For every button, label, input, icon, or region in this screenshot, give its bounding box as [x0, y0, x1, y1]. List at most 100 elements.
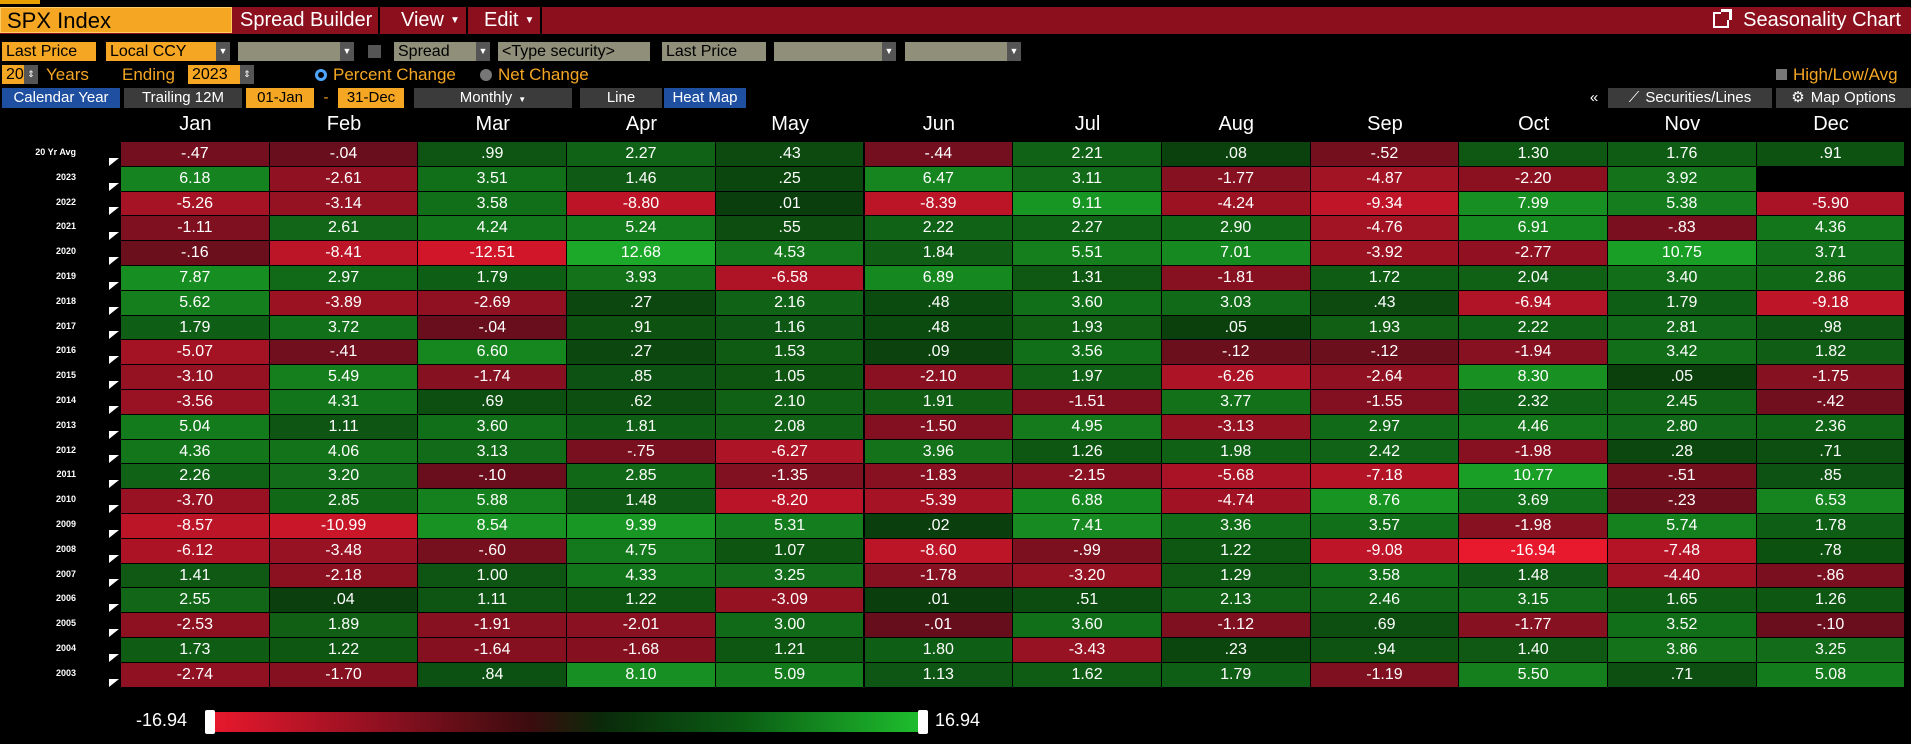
heat-map-cell[interactable]: -4.74: [1161, 489, 1311, 514]
heat-map-cell[interactable]: 1.79: [1608, 290, 1757, 316]
heat-map-cell[interactable]: .71: [1756, 439, 1906, 465]
heat-map-cell[interactable]: -.41: [269, 340, 419, 366]
field1-select[interactable]: Last Price: [2, 42, 96, 61]
heat-map-cell[interactable]: 1.79: [1161, 662, 1311, 688]
heat-map-cell[interactable]: .43: [715, 142, 865, 167]
frequency-select[interactable]: Monthly ▼: [414, 88, 572, 108]
heat-map-cell[interactable]: 2.08: [715, 414, 865, 440]
tab-calendar-year[interactable]: Calendar Year: [2, 88, 120, 108]
heat-map-cell[interactable]: 1.31: [1013, 266, 1162, 291]
heat-map-cell[interactable]: -3.92: [1310, 241, 1460, 266]
heat-map-cell[interactable]: -1.77: [1459, 613, 1608, 638]
heat-map-cell[interactable]: 3.69: [1459, 489, 1608, 514]
heat-map-cell[interactable]: 2.16: [715, 290, 865, 316]
heat-map-cell[interactable]: .04: [269, 588, 419, 614]
heat-map-cell[interactable]: -3.10: [121, 365, 270, 390]
spread-builder-menu[interactable]: Spread Builder: [234, 7, 381, 34]
heat-map-cell[interactable]: .78: [1756, 538, 1906, 564]
heat-map-cell[interactable]: -2.64: [1310, 365, 1460, 390]
heat-map-cell[interactable]: -.86: [1756, 563, 1906, 589]
heat-map-cell[interactable]: 1.53: [715, 340, 865, 366]
heat-map-cell[interactable]: -1.81: [1161, 266, 1311, 291]
heat-map-cell[interactable]: 3.58: [418, 191, 568, 217]
heat-map-cell[interactable]: -1.77: [1161, 166, 1311, 192]
heat-map-cell[interactable]: -2.15: [1013, 464, 1162, 490]
heat-map-cell[interactable]: -9.18: [1756, 290, 1906, 316]
heat-map-cell[interactable]: -2.69: [418, 290, 568, 316]
heat-map-cell[interactable]: 8.76: [1310, 489, 1460, 514]
heat-map-cell[interactable]: 3.96: [864, 439, 1014, 465]
heat-map-cell[interactable]: 1.98: [1161, 439, 1311, 465]
heat-map-cell[interactable]: 1.22: [567, 588, 716, 614]
heat-map-cell[interactable]: 1.41: [121, 563, 270, 589]
heat-map-cell[interactable]: 1.40: [1459, 638, 1608, 663]
heat-map-cell[interactable]: 1.93: [1013, 315, 1162, 341]
heat-map-cell[interactable]: 2.42: [1310, 439, 1460, 465]
tab-heat-map[interactable]: Heat Map: [664, 88, 746, 108]
heat-map-cell[interactable]: -3.56: [121, 390, 270, 415]
heat-map-cell[interactable]: .71: [1608, 662, 1757, 688]
heat-map-cell[interactable]: -.60: [418, 538, 568, 564]
heat-map-cell[interactable]: 2.22: [864, 216, 1014, 242]
heat-map-cell[interactable]: -6.58: [715, 266, 865, 291]
heat-map-cell[interactable]: 5.04: [121, 414, 270, 440]
heat-map-cell[interactable]: 3.03: [1161, 290, 1311, 316]
heat-map-cell[interactable]: 3.60: [418, 414, 568, 440]
heat-map-cell[interactable]: -3.09: [715, 588, 865, 614]
heat-map-cell[interactable]: 4.24: [418, 216, 568, 242]
tab-line[interactable]: Line: [580, 88, 662, 108]
heat-map-cell[interactable]: 4.36: [1756, 216, 1906, 242]
heat-map-cell[interactable]: -.83: [1608, 216, 1757, 242]
heat-map-cell[interactable]: -.12: [1161, 340, 1311, 366]
heat-map-cell[interactable]: 2.80: [1608, 414, 1757, 440]
heat-map-cell[interactable]: -5.07: [121, 340, 270, 366]
heat-map-cell[interactable]: -6.26: [1161, 365, 1311, 390]
heat-map-cell[interactable]: 2.32: [1459, 390, 1608, 415]
heat-map-cell[interactable]: .85: [1756, 464, 1906, 490]
heat-map-cell[interactable]: -1.83: [864, 464, 1014, 490]
heat-map-cell[interactable]: 1.48: [1459, 563, 1608, 589]
heat-map-cell[interactable]: 5.38: [1608, 191, 1757, 217]
heat-map-cell[interactable]: 4.95: [1013, 414, 1162, 440]
heat-map-cell[interactable]: 3.71: [1756, 241, 1906, 266]
heat-map-cell[interactable]: 3.60: [1013, 290, 1162, 316]
heat-map-cell[interactable]: 1.30: [1459, 142, 1608, 167]
heat-map-cell[interactable]: -9.08: [1310, 538, 1460, 564]
heat-map-cell[interactable]: -1.50: [864, 414, 1014, 440]
heat-map-cell[interactable]: 2.81: [1608, 315, 1757, 341]
heat-map-cell[interactable]: 5.09: [715, 662, 865, 688]
heat-map-cell[interactable]: 5.49: [269, 365, 419, 390]
heat-map-cell[interactable]: -5.68: [1161, 464, 1311, 490]
heat-map-cell[interactable]: -4.40: [1608, 563, 1757, 589]
heat-map-cell[interactable]: -8.60: [864, 538, 1014, 564]
heat-map-cell[interactable]: .27: [567, 340, 716, 366]
heat-map-cell[interactable]: 1.22: [1161, 538, 1311, 564]
heat-map-cell[interactable]: 3.92: [1608, 166, 1757, 192]
heat-map-cell[interactable]: -6.94: [1459, 290, 1608, 316]
heat-map-cell[interactable]: 2.10: [715, 390, 865, 415]
high-low-avg-toggle[interactable]: High/Low/Avg: [1776, 65, 1898, 84]
heat-map-cell[interactable]: 1.05: [715, 365, 865, 390]
heat-map-cell[interactable]: 4.31: [269, 390, 419, 415]
currency-select[interactable]: Local CCY ▼: [106, 42, 230, 61]
heat-map-cell[interactable]: 2.86: [1756, 266, 1906, 291]
heat-map-cell[interactable]: 6.53: [1756, 489, 1906, 514]
heat-map-cell[interactable]: 1.82: [1756, 340, 1906, 366]
heat-map-cell[interactable]: 1.65: [1608, 588, 1757, 614]
heat-map-cell[interactable]: 1.62: [1013, 662, 1162, 688]
heat-map-cell[interactable]: [1756, 166, 1906, 192]
heat-map-cell[interactable]: 6.88: [1013, 489, 1162, 514]
heat-map-cell[interactable]: 1.48: [567, 489, 716, 514]
heat-map-cell[interactable]: .02: [864, 514, 1014, 539]
heat-map-cell[interactable]: -8.41: [269, 241, 419, 266]
heat-map-cell[interactable]: -1.94: [1459, 340, 1608, 366]
heat-map-cell[interactable]: 2.97: [269, 266, 419, 291]
heat-map-cell[interactable]: .28: [1608, 439, 1757, 465]
heat-map-cell[interactable]: 1.79: [418, 266, 568, 291]
heat-map-cell[interactable]: 1.76: [1608, 142, 1757, 167]
heat-map-cell[interactable]: -8.80: [567, 191, 716, 217]
heat-map-cell[interactable]: 1.29: [1161, 563, 1311, 589]
heat-map-cell[interactable]: -.23: [1608, 489, 1757, 514]
heat-map-cell[interactable]: 9.39: [567, 514, 716, 539]
heat-map-cell[interactable]: 8.54: [418, 514, 568, 539]
